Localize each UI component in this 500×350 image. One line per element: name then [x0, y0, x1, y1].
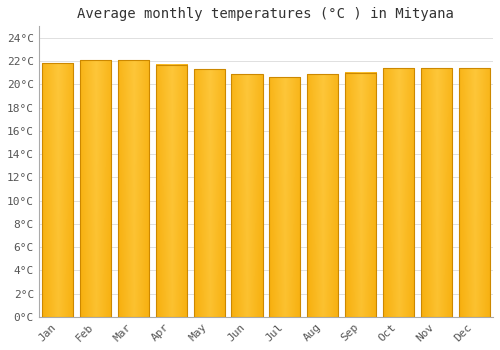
Title: Average monthly temperatures (°C ) in Mityana: Average monthly temperatures (°C ) in Mi… [78, 7, 454, 21]
Bar [307, 74, 338, 317]
Bar [383, 68, 414, 317]
Bar [194, 69, 224, 317]
Bar [458, 68, 490, 317]
Bar [80, 60, 111, 317]
Bar [156, 65, 187, 317]
Bar [345, 73, 376, 317]
Bar [232, 74, 262, 317]
Bar [270, 77, 300, 317]
Bar [118, 60, 149, 317]
Bar [42, 63, 74, 317]
Bar [421, 68, 452, 317]
